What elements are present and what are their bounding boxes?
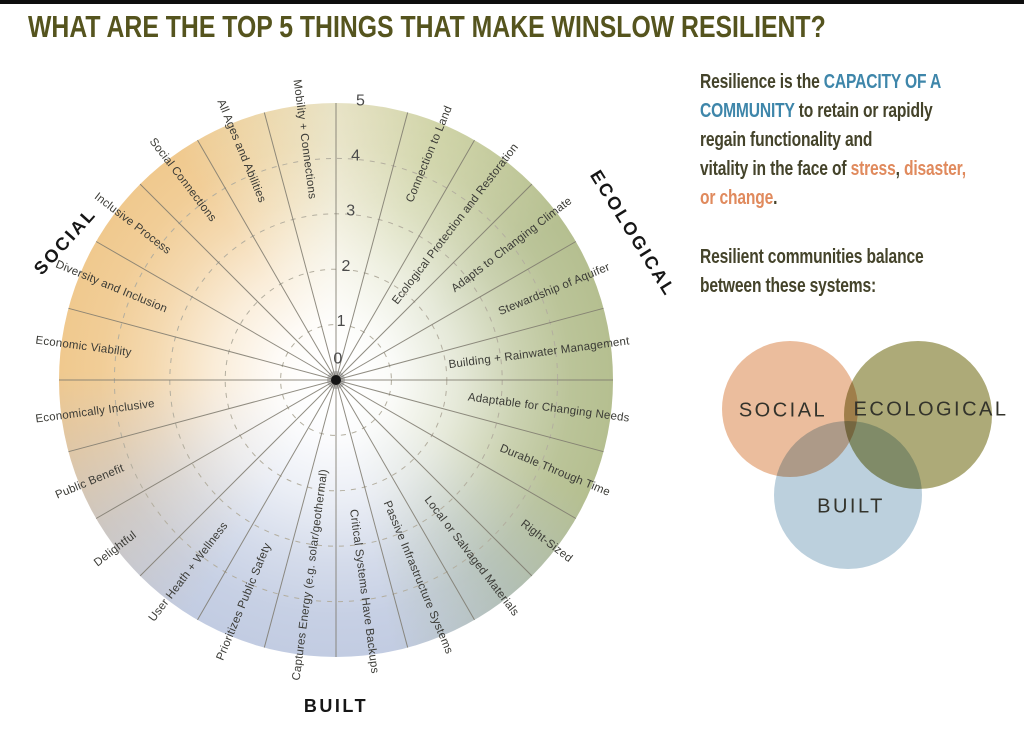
resilience-definition: Resilience is the CAPACITY OF A COMMUNITY… <box>700 68 966 213</box>
spoke-line <box>335 307 604 381</box>
venn-label-built: BUILT <box>817 495 885 518</box>
balance-statement: Resilient communities balance between the… <box>700 243 957 301</box>
center-dot <box>331 375 341 385</box>
category-label-built: BUILT <box>304 696 368 716</box>
sidebar: Resilience is the CAPACITY OF A COMMUNITY… <box>700 68 1024 301</box>
spoke-line <box>335 379 475 621</box>
spoke-line <box>68 307 337 381</box>
spoke-line <box>335 183 533 381</box>
page-title: WHAT ARE THE TOP 5 THINGS THAT MAKE WINS… <box>28 9 826 44</box>
scale-number: 4 <box>351 147 360 164</box>
scale-number: 3 <box>346 203 355 220</box>
venn-label-ecological: ECOLOGICAL <box>853 398 1009 421</box>
text-segment: Resilience is the <box>700 71 824 93</box>
venn-circle-built <box>774 421 922 569</box>
spoke-line <box>335 241 577 381</box>
spoke-line <box>335 379 604 453</box>
spoke-line <box>335 112 409 381</box>
spoke-line <box>139 379 337 577</box>
spoke-line <box>197 379 337 621</box>
scale-number: 2 <box>341 258 350 275</box>
spoke-line <box>263 379 337 648</box>
spoke-line <box>95 241 337 381</box>
spoke-line <box>95 379 337 519</box>
scale-number: 0 <box>333 350 342 367</box>
spoke-line <box>68 379 337 453</box>
text-segment: between these systems: <box>700 275 877 297</box>
spoke-line <box>139 183 337 381</box>
spoke-line <box>335 379 533 577</box>
text-segment: to retain or rapidly <box>794 100 933 122</box>
scale-number: 5 <box>356 92 365 109</box>
text-segment: or change <box>700 187 774 209</box>
text-segment: regain functionality and <box>700 129 873 151</box>
spoke-line <box>335 379 409 648</box>
text-segment: stress <box>850 158 896 180</box>
spoke-line <box>335 139 475 381</box>
text-segment: CAPACITY OF A <box>823 71 942 93</box>
text-segment: . <box>773 187 778 209</box>
text-segment: vitality in the face of <box>700 158 851 180</box>
spoke-line <box>335 379 577 519</box>
scale-number: 1 <box>337 313 346 330</box>
text-segment: Resilient communities balance <box>700 246 924 268</box>
text-segment: disaster, <box>903 158 966 180</box>
spoke-line <box>263 112 337 381</box>
venn-label-social: SOCIAL <box>738 399 828 422</box>
text-segment: COMMUNITY <box>700 100 795 122</box>
spoke-line <box>197 139 337 381</box>
top-border <box>0 0 1024 4</box>
text-segment: , <box>895 158 904 180</box>
